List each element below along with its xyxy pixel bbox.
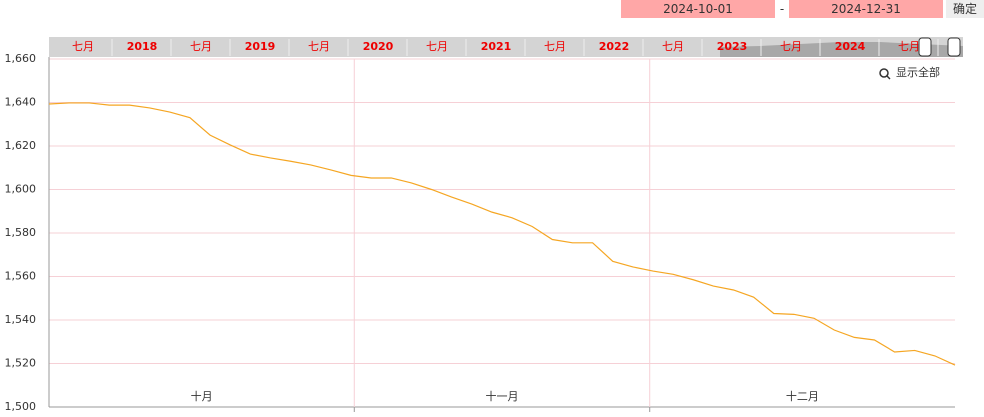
x-tick-label: 十一月 bbox=[486, 389, 519, 403]
navigator-label: 七月 bbox=[780, 40, 802, 53]
navigator-label: 七月 bbox=[426, 40, 448, 53]
navigator-label: 2022 bbox=[599, 40, 630, 53]
navigator-label: 七月 bbox=[898, 40, 920, 53]
show-all-button[interactable]: 显示全部 bbox=[896, 65, 940, 79]
price-line bbox=[48, 102, 956, 366]
navigator-label: 七月 bbox=[662, 40, 684, 53]
x-tick-label: 十月 bbox=[191, 389, 213, 403]
navigator-label: 2018 bbox=[127, 40, 158, 53]
range-separator: - bbox=[779, 2, 785, 16]
navigator-handle[interactable] bbox=[947, 37, 961, 57]
navigator-label: 七月 bbox=[72, 40, 94, 53]
y-tick-label: 1,580 bbox=[5, 226, 37, 239]
y-tick-label: 1,540 bbox=[5, 313, 37, 326]
navigator-label: 2023 bbox=[717, 40, 748, 53]
navigator-handle[interactable] bbox=[918, 37, 932, 57]
navigator-label: 七月 bbox=[308, 40, 330, 53]
navigator-label: 2020 bbox=[363, 40, 394, 53]
navigator-label: 七月 bbox=[190, 40, 212, 53]
navigator-label: 2021 bbox=[481, 40, 512, 53]
zoom-icon[interactable] bbox=[879, 68, 889, 78]
navigator-area bbox=[720, 42, 963, 57]
y-tick-label: 1,500 bbox=[5, 400, 37, 413]
start-date-input[interactable]: 2024-10-01 bbox=[621, 0, 775, 18]
y-tick-label: 1,640 bbox=[5, 96, 37, 109]
end-date-input[interactable]: 2024-12-31 bbox=[789, 0, 943, 18]
y-tick-label: 1,660 bbox=[5, 52, 37, 65]
y-tick-label: 1,600 bbox=[5, 183, 37, 196]
y-tick-label: 1,560 bbox=[5, 270, 37, 283]
navigator-label: 七月 bbox=[544, 40, 566, 53]
confirm-button[interactable]: 确定 bbox=[946, 0, 984, 18]
navigator-label: 2024 bbox=[835, 40, 866, 53]
navigator-label: 2019 bbox=[245, 40, 276, 53]
y-tick-label: 1,620 bbox=[5, 139, 37, 152]
zoom-icon bbox=[886, 75, 891, 80]
y-tick-label: 1,520 bbox=[5, 357, 37, 370]
x-tick-label: 十二月 bbox=[786, 389, 819, 403]
